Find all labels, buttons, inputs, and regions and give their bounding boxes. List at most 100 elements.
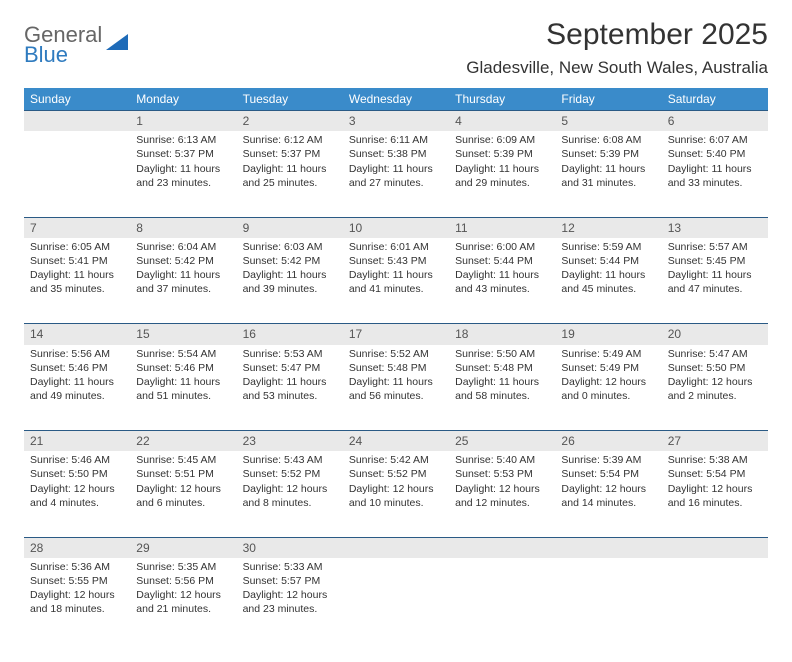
day-number: 26 — [555, 431, 661, 451]
sunset-text: Sunset: 5:39 PM — [561, 147, 655, 161]
day-cell: Sunrise: 5:59 AMSunset: 5:44 PMDaylight:… — [555, 238, 661, 324]
sunrise-text: Sunrise: 6:07 AM — [668, 133, 762, 147]
day-number: 10 — [343, 218, 449, 238]
sunrise-text: Sunrise: 6:13 AM — [136, 133, 230, 147]
sunset-text: Sunset: 5:51 PM — [136, 467, 230, 481]
day-cell: Sunrise: 6:05 AMSunset: 5:41 PMDaylight:… — [24, 238, 130, 324]
sunset-text: Sunset: 5:47 PM — [243, 361, 337, 375]
sunrise-text: Sunrise: 5:52 AM — [349, 347, 443, 361]
day-cell — [555, 558, 661, 644]
sunrise-text: Sunrise: 5:43 AM — [243, 453, 337, 467]
day-cell-body: Sunrise: 5:56 AMSunset: 5:46 PMDaylight:… — [24, 345, 130, 410]
day-number: 7 — [24, 218, 130, 238]
daylight-text: and 27 minutes. — [349, 176, 443, 190]
day-number: 4 — [449, 111, 555, 131]
day-cell: Sunrise: 5:43 AMSunset: 5:52 PMDaylight:… — [237, 451, 343, 537]
daylight-text: and 23 minutes. — [243, 602, 337, 616]
calendar-weekday-header: SundayMondayTuesdayWednesdayThursdayFrid… — [24, 88, 768, 111]
day-number-cell: 25 — [449, 431, 555, 452]
day-cell-body: Sunrise: 5:57 AMSunset: 5:45 PMDaylight:… — [662, 238, 768, 303]
day-cell-body: Sunrise: 6:13 AMSunset: 5:37 PMDaylight:… — [130, 131, 236, 196]
day-cell: Sunrise: 6:13 AMSunset: 5:37 PMDaylight:… — [130, 131, 236, 217]
day-cell-body: Sunrise: 6:05 AMSunset: 5:41 PMDaylight:… — [24, 238, 130, 303]
day-cell-body: Sunrise: 5:35 AMSunset: 5:56 PMDaylight:… — [130, 558, 236, 623]
daylight-text: Daylight: 11 hours — [136, 162, 230, 176]
day-number-cell: 16 — [237, 324, 343, 345]
day-cell-body: Sunrise: 5:50 AMSunset: 5:48 PMDaylight:… — [449, 345, 555, 410]
sunset-text: Sunset: 5:52 PM — [243, 467, 337, 481]
day-number: 21 — [24, 431, 130, 451]
day-cell: Sunrise: 5:56 AMSunset: 5:46 PMDaylight:… — [24, 345, 130, 431]
sunrise-text: Sunrise: 5:59 AM — [561, 240, 655, 254]
daylight-text: Daylight: 11 hours — [243, 268, 337, 282]
daylight-text: Daylight: 11 hours — [668, 268, 762, 282]
daylight-text: and 35 minutes. — [30, 282, 124, 296]
daylight-text: Daylight: 12 hours — [455, 482, 549, 496]
day-cell: Sunrise: 5:50 AMSunset: 5:48 PMDaylight:… — [449, 345, 555, 431]
day-number-cell: 5 — [555, 111, 661, 132]
daylight-text: Daylight: 11 hours — [349, 375, 443, 389]
weekday-header-wednesday: Wednesday — [343, 88, 449, 111]
day-number: 19 — [555, 324, 661, 344]
weekday-header-tuesday: Tuesday — [237, 88, 343, 111]
day-number: 28 — [24, 538, 130, 558]
day-cell-body: Sunrise: 5:49 AMSunset: 5:49 PMDaylight:… — [555, 345, 661, 410]
day-cell: Sunrise: 6:08 AMSunset: 5:39 PMDaylight:… — [555, 131, 661, 217]
day-number-cell: 13 — [662, 217, 768, 238]
day-number: 11 — [449, 218, 555, 238]
day-cell: Sunrise: 6:07 AMSunset: 5:40 PMDaylight:… — [662, 131, 768, 217]
sunset-text: Sunset: 5:40 PM — [668, 147, 762, 161]
sunrise-text: Sunrise: 6:09 AM — [455, 133, 549, 147]
day-number-cell: 4 — [449, 111, 555, 132]
sunset-text: Sunset: 5:44 PM — [561, 254, 655, 268]
day-cell: Sunrise: 6:04 AMSunset: 5:42 PMDaylight:… — [130, 238, 236, 324]
day-number-empty — [343, 538, 449, 558]
sunrise-text: Sunrise: 5:38 AM — [668, 453, 762, 467]
daylight-text: Daylight: 11 hours — [243, 375, 337, 389]
day-cell-body: Sunrise: 5:33 AMSunset: 5:57 PMDaylight:… — [237, 558, 343, 623]
day-cell: Sunrise: 5:38 AMSunset: 5:54 PMDaylight:… — [662, 451, 768, 537]
day-cell-body: Sunrise: 6:12 AMSunset: 5:37 PMDaylight:… — [237, 131, 343, 196]
daylight-text: and 21 minutes. — [136, 602, 230, 616]
sunrise-text: Sunrise: 5:33 AM — [243, 560, 337, 574]
brand-line2: Blue — [24, 44, 102, 66]
sunrise-text: Sunrise: 5:40 AM — [455, 453, 549, 467]
day-cell-body: Sunrise: 5:40 AMSunset: 5:53 PMDaylight:… — [449, 451, 555, 516]
day-cell: Sunrise: 6:12 AMSunset: 5:37 PMDaylight:… — [237, 131, 343, 217]
daylight-text: Daylight: 11 hours — [455, 375, 549, 389]
day-number: 17 — [343, 324, 449, 344]
daylight-text: and 12 minutes. — [455, 496, 549, 510]
daylight-text: Daylight: 12 hours — [668, 375, 762, 389]
daylight-text: Daylight: 12 hours — [136, 482, 230, 496]
day-number-cell: 28 — [24, 537, 130, 558]
sunset-text: Sunset: 5:37 PM — [243, 147, 337, 161]
day-cell — [343, 558, 449, 644]
daylight-text: and 39 minutes. — [243, 282, 337, 296]
day-number: 6 — [662, 111, 768, 131]
sunset-text: Sunset: 5:50 PM — [668, 361, 762, 375]
daylight-text: Daylight: 11 hours — [30, 268, 124, 282]
sunset-text: Sunset: 5:38 PM — [349, 147, 443, 161]
day-cell: Sunrise: 5:40 AMSunset: 5:53 PMDaylight:… — [449, 451, 555, 537]
sunset-text: Sunset: 5:48 PM — [349, 361, 443, 375]
brand-logo: General Blue — [24, 18, 128, 66]
calendar-page: General Blue September 2025 Gladesville,… — [0, 0, 792, 662]
sunrise-text: Sunrise: 5:54 AM — [136, 347, 230, 361]
daylight-text: and 49 minutes. — [30, 389, 124, 403]
sunset-text: Sunset: 5:37 PM — [136, 147, 230, 161]
daylight-text: Daylight: 11 hours — [243, 162, 337, 176]
day-number: 1 — [130, 111, 236, 131]
day-number-cell: 23 — [237, 431, 343, 452]
daylight-text: and 10 minutes. — [349, 496, 443, 510]
day-number-cell: 29 — [130, 537, 236, 558]
day-cell: Sunrise: 5:42 AMSunset: 5:52 PMDaylight:… — [343, 451, 449, 537]
sunrise-text: Sunrise: 6:04 AM — [136, 240, 230, 254]
day-cell-body: Sunrise: 6:08 AMSunset: 5:39 PMDaylight:… — [555, 131, 661, 196]
day-cell-body: Sunrise: 5:53 AMSunset: 5:47 PMDaylight:… — [237, 345, 343, 410]
daylight-text: Daylight: 12 hours — [349, 482, 443, 496]
daylight-text: and 47 minutes. — [668, 282, 762, 296]
daylight-text: Daylight: 12 hours — [561, 375, 655, 389]
day-cell-body: Sunrise: 5:54 AMSunset: 5:46 PMDaylight:… — [130, 345, 236, 410]
day-number: 24 — [343, 431, 449, 451]
day-cell: Sunrise: 5:57 AMSunset: 5:45 PMDaylight:… — [662, 238, 768, 324]
